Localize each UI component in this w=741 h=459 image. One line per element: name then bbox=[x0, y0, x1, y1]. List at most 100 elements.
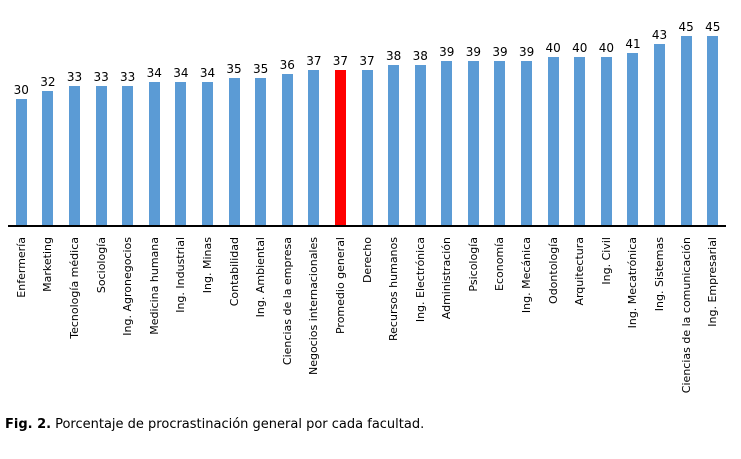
bar-value-label: 40 bbox=[545, 41, 561, 55]
bar-column: 38 bbox=[407, 50, 434, 225]
category-label: Ing. Civil bbox=[599, 237, 613, 285]
category-label: Odontología bbox=[546, 237, 560, 304]
category-label-cell: Ing. Mecatrónica bbox=[620, 237, 647, 328]
bar-value-label: 37 bbox=[332, 54, 349, 68]
bar-value-label: 39 bbox=[492, 45, 508, 59]
bar bbox=[414, 65, 426, 225]
bar bbox=[122, 86, 134, 225]
bar-value-label: 43 bbox=[651, 28, 668, 42]
bar bbox=[574, 57, 586, 225]
category-label: Ing. Mecánica bbox=[520, 237, 534, 314]
category-label: Ciencias de la comunicación bbox=[679, 237, 693, 394]
bar bbox=[521, 61, 533, 225]
bar-value-label: 37 bbox=[306, 54, 322, 68]
category-label: Ing. Mecatrónica bbox=[626, 237, 640, 329]
bar-column: 38 bbox=[380, 50, 407, 225]
bar-column: 45 bbox=[673, 21, 700, 225]
bar-column: 36 bbox=[274, 59, 301, 225]
bar-value-label: 33 bbox=[93, 70, 109, 84]
bar-column: 40 bbox=[593, 42, 620, 225]
category-label: Ing. Sistemas bbox=[653, 237, 667, 312]
category-label-cell: Ing. Mecánica bbox=[513, 237, 540, 313]
category-label-cell: Ing. Electrónica bbox=[407, 237, 434, 322]
bar bbox=[388, 65, 400, 225]
category-label: Ciencias de la empresa bbox=[280, 237, 294, 366]
category-label: Economía bbox=[493, 237, 507, 291]
bar-column: 40 bbox=[566, 42, 593, 225]
category-label: Marketing bbox=[41, 237, 55, 292]
category-label-cell: Ing. Ambiental bbox=[247, 237, 274, 317]
figure-caption: Fig. 2. Porcentaje de procrastinación gen… bbox=[5, 417, 424, 432]
category-label: Derecho bbox=[360, 237, 374, 284]
category-label-cell: Odontología bbox=[540, 237, 567, 304]
category-label: Tecnología médica bbox=[67, 237, 81, 339]
category-label-cell: Ciencias de la comunicación bbox=[673, 237, 700, 393]
bar-value-label: 39 bbox=[518, 45, 535, 59]
bar bbox=[308, 70, 320, 225]
bar-value-label: 40 bbox=[572, 41, 588, 55]
category-label: Ing. Agronegocios bbox=[121, 237, 135, 336]
category-label-cell: Promedio general bbox=[327, 237, 354, 334]
category-label-cell: Ing. Minas bbox=[194, 237, 221, 293]
bar-value-label: 41 bbox=[625, 37, 641, 51]
bar bbox=[707, 36, 719, 225]
bar-column: 33 bbox=[88, 71, 115, 225]
bar-column: 45 bbox=[699, 21, 726, 225]
highlighted-bar bbox=[334, 70, 346, 225]
category-label-cell: Arquitectura bbox=[566, 237, 593, 306]
category-label-cell: Psicología bbox=[460, 237, 487, 292]
bar-value-label: 40 bbox=[598, 41, 614, 55]
bar-value-label: 34 bbox=[146, 66, 162, 80]
bar bbox=[175, 82, 187, 225]
bar bbox=[441, 61, 453, 225]
category-label-cell: Ing. Empresarial bbox=[699, 237, 726, 327]
bar bbox=[654, 44, 666, 225]
bar-value-label: 36 bbox=[279, 58, 295, 72]
category-label-cell: Negocios internacionales bbox=[301, 237, 328, 375]
bar-value-label: 39 bbox=[465, 45, 482, 59]
category-label: Recursos humanos bbox=[387, 237, 401, 341]
figure-caption-text: Porcentaje de procrastinación general po… bbox=[55, 417, 425, 432]
bar-column: 34 bbox=[141, 67, 168, 225]
category-label-cell: Sociología bbox=[88, 237, 115, 293]
bar-value-label: 33 bbox=[66, 70, 83, 84]
bar-column: 39 bbox=[434, 46, 461, 225]
bar-value-label: 38 bbox=[412, 49, 428, 63]
category-label-cell: Marketing bbox=[35, 237, 62, 292]
bar-column: 41 bbox=[620, 38, 647, 225]
bar-column: 43 bbox=[646, 29, 673, 225]
category-label-cell: Ing. Civil bbox=[593, 237, 620, 285]
category-label: Sociología bbox=[94, 237, 108, 294]
bar-value-label: 45 bbox=[705, 20, 721, 34]
category-label: Ing. Minas bbox=[200, 237, 214, 294]
category-label-cell: Economía bbox=[487, 237, 514, 291]
category-label-cell: Medicina humana bbox=[141, 237, 168, 335]
bar-column: 32 bbox=[35, 76, 62, 225]
category-label: Promedio general bbox=[333, 237, 347, 335]
category-label: Psicología bbox=[466, 237, 480, 292]
category-label-cell: Derecho bbox=[354, 237, 381, 283]
bar bbox=[467, 61, 479, 225]
category-label: Administración bbox=[440, 237, 454, 320]
bar-column: 39 bbox=[460, 46, 487, 225]
bar-column: 39 bbox=[487, 46, 514, 225]
category-label: Negocios internacionales bbox=[307, 237, 321, 376]
bar-column: 33 bbox=[114, 71, 141, 225]
category-label-cell: Ing. Agronegocios bbox=[114, 237, 141, 336]
bar-value-label: 34 bbox=[173, 66, 189, 80]
bar bbox=[547, 57, 559, 225]
bar-value-label: 32 bbox=[40, 75, 56, 89]
bar-value-label: 38 bbox=[385, 49, 402, 63]
bar-column: 35 bbox=[247, 63, 274, 225]
bar bbox=[494, 61, 506, 225]
bar-column: 37 bbox=[327, 55, 354, 225]
bar bbox=[361, 70, 373, 225]
chart-plot-area: 30 32 33 33 33 34 34 34 35 35 36 37 37 37 38 38 39 39 39 39… bbox=[8, 0, 726, 227]
bar bbox=[627, 53, 639, 225]
bar-column: 33 bbox=[61, 71, 88, 225]
category-axis-labels: Enfermería Marketing Tecnología médica Soci… bbox=[8, 229, 726, 411]
category-label: Ing. Ambiental bbox=[254, 237, 268, 318]
bar-value-label: 39 bbox=[439, 45, 455, 59]
bar-column: 37 bbox=[354, 55, 381, 225]
